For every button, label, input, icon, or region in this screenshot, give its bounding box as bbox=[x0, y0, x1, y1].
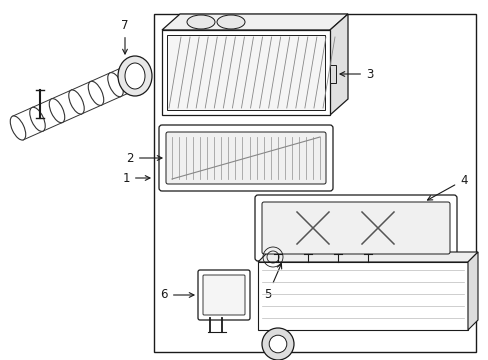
Polygon shape bbox=[258, 262, 467, 330]
Circle shape bbox=[262, 328, 293, 360]
Ellipse shape bbox=[49, 99, 64, 123]
Polygon shape bbox=[162, 14, 347, 30]
FancyBboxPatch shape bbox=[262, 202, 449, 254]
Text: 6: 6 bbox=[160, 288, 194, 302]
Polygon shape bbox=[258, 252, 477, 262]
Ellipse shape bbox=[10, 116, 26, 140]
FancyBboxPatch shape bbox=[159, 125, 332, 191]
Text: 4: 4 bbox=[427, 174, 467, 200]
FancyBboxPatch shape bbox=[198, 270, 249, 320]
Ellipse shape bbox=[107, 73, 123, 97]
Ellipse shape bbox=[186, 15, 215, 29]
Text: 1: 1 bbox=[122, 171, 150, 184]
FancyBboxPatch shape bbox=[203, 275, 244, 315]
Text: 2: 2 bbox=[126, 152, 162, 165]
Ellipse shape bbox=[217, 15, 244, 29]
Text: 7: 7 bbox=[121, 19, 128, 54]
Ellipse shape bbox=[88, 81, 103, 105]
Bar bbox=[329, 65, 335, 83]
Text: 3: 3 bbox=[339, 68, 373, 81]
Polygon shape bbox=[329, 14, 347, 115]
Polygon shape bbox=[467, 252, 477, 330]
Text: 5: 5 bbox=[264, 264, 281, 301]
Ellipse shape bbox=[125, 63, 145, 89]
Bar bbox=[154, 14, 475, 352]
Polygon shape bbox=[162, 30, 329, 115]
Ellipse shape bbox=[30, 107, 45, 131]
Circle shape bbox=[269, 335, 286, 353]
FancyBboxPatch shape bbox=[165, 132, 325, 184]
Ellipse shape bbox=[118, 56, 152, 96]
FancyBboxPatch shape bbox=[254, 195, 456, 261]
Bar bbox=[167, 35, 325, 110]
Ellipse shape bbox=[69, 90, 84, 114]
Ellipse shape bbox=[127, 64, 142, 88]
